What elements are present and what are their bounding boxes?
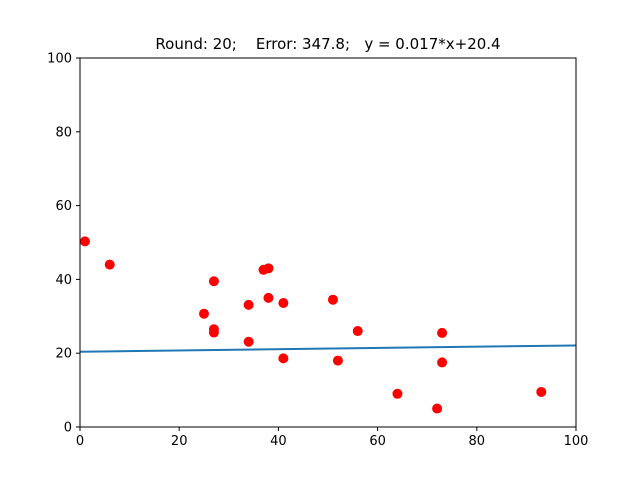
data-point [199, 308, 209, 319]
plot-area: 0 20 40 60 80 100 0 20 40 60 80 100 [47, 52, 588, 450]
data-point [79, 236, 90, 247]
x-tick-label: 0 [76, 434, 84, 449]
data-point [332, 355, 343, 366]
x-tick-label: 20 [171, 434, 188, 449]
data-point [278, 353, 289, 364]
data-point [392, 388, 403, 399]
y-tick-label: 0 [64, 421, 72, 436]
y-tick-label: 60 [55, 199, 72, 214]
fit-line [79, 344, 577, 353]
y-tick-label: 20 [55, 347, 72, 362]
data-point [352, 326, 363, 337]
axes-frame [79, 57, 577, 428]
x-tick-label: 60 [369, 434, 386, 449]
data-point [536, 386, 547, 397]
y-tick-label: 80 [55, 125, 72, 140]
data-point [263, 292, 274, 303]
data-point [278, 298, 289, 309]
data-point [263, 263, 274, 274]
data-point [104, 259, 115, 270]
x-tick-label: 100 [564, 434, 589, 449]
data-point [243, 336, 254, 347]
y-tick-label: 100 [47, 52, 72, 67]
data-point [208, 327, 219, 338]
x-tick-label: 80 [469, 434, 486, 449]
data-point [432, 403, 443, 414]
data-point [327, 294, 338, 305]
data-point [437, 327, 448, 338]
y-tick-label: 40 [55, 273, 72, 288]
chart-title: Round: 20; Error: 347.8; y = 0.017*x+20.… [155, 35, 500, 53]
x-tick-label: 40 [270, 434, 287, 449]
data-point [208, 276, 219, 287]
data-point [437, 357, 448, 368]
data-point [243, 299, 254, 310]
